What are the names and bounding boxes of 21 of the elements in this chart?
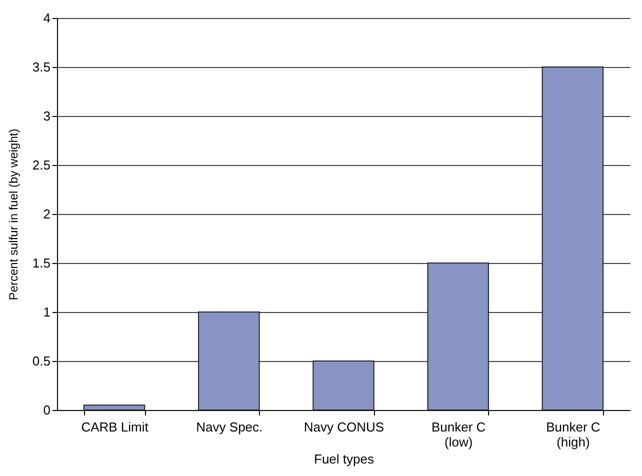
- x-axis-title: Fuel types: [314, 452, 374, 466]
- y-tick-label: 2.5: [32, 158, 50, 172]
- bar: [542, 66, 604, 410]
- x-tick-label: Navy Spec.: [196, 420, 263, 434]
- x-tick-label: Navy CONUS: [304, 420, 384, 434]
- x-tick-label: CARB Limit: [81, 420, 149, 434]
- bar: [312, 360, 374, 410]
- y-tick-label: 3: [43, 108, 50, 124]
- y-tick-label: 1: [43, 304, 50, 320]
- y-axis-title: Percent sulfur in fuel (by weight): [6, 128, 20, 300]
- y-tick-label: 0: [43, 402, 50, 418]
- x-tick-label: Bunker C (high): [546, 420, 600, 450]
- y-tick-label: 0.5: [32, 354, 50, 368]
- x-tick-label: Bunker C (low): [432, 420, 486, 450]
- y-tick-label: 4: [43, 10, 50, 26]
- bar: [427, 262, 489, 410]
- y-tick-label: 3.5: [32, 60, 50, 74]
- y-tick-label: 2: [43, 206, 50, 222]
- y-tick-label: 1.5: [32, 256, 50, 270]
- bar: [198, 312, 260, 410]
- bar: [83, 404, 146, 410]
